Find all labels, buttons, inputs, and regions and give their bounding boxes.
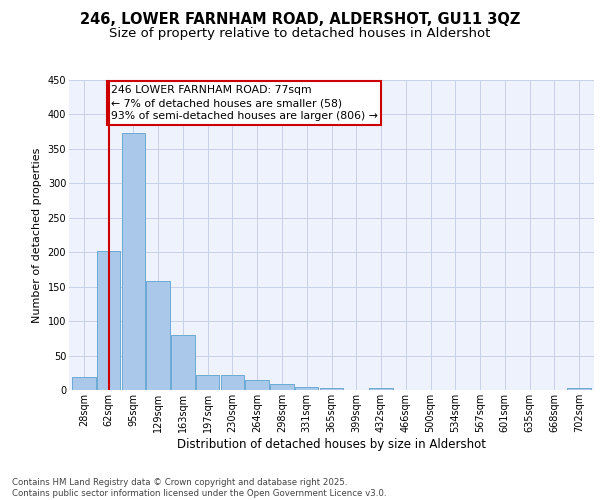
Bar (196, 375, 220, 390)
Bar (245, 380, 269, 390)
Bar (122, 133, 145, 390)
Bar (171, 335, 194, 390)
Bar (295, 386, 319, 390)
Bar (97, 251, 121, 390)
Text: 246, LOWER FARNHAM ROAD, ALDERSHOT, GU11 3QZ: 246, LOWER FARNHAM ROAD, ALDERSHOT, GU11… (80, 12, 520, 28)
Bar (369, 388, 393, 390)
Bar (320, 388, 343, 390)
Bar (146, 281, 170, 390)
X-axis label: Distribution of detached houses by size in Aldershot: Distribution of detached houses by size … (177, 438, 486, 450)
Bar (72, 377, 95, 390)
Bar (568, 388, 591, 390)
Bar (270, 384, 294, 390)
Text: 246 LOWER FARNHAM ROAD: 77sqm
← 7% of detached houses are smaller (58)
93% of se: 246 LOWER FARNHAM ROAD: 77sqm ← 7% of de… (110, 85, 377, 121)
Text: Contains HM Land Registry data © Crown copyright and database right 2025.
Contai: Contains HM Land Registry data © Crown c… (12, 478, 386, 498)
Bar (221, 375, 244, 390)
Y-axis label: Number of detached properties: Number of detached properties (32, 148, 42, 322)
Text: Size of property relative to detached houses in Aldershot: Size of property relative to detached ho… (109, 28, 491, 40)
